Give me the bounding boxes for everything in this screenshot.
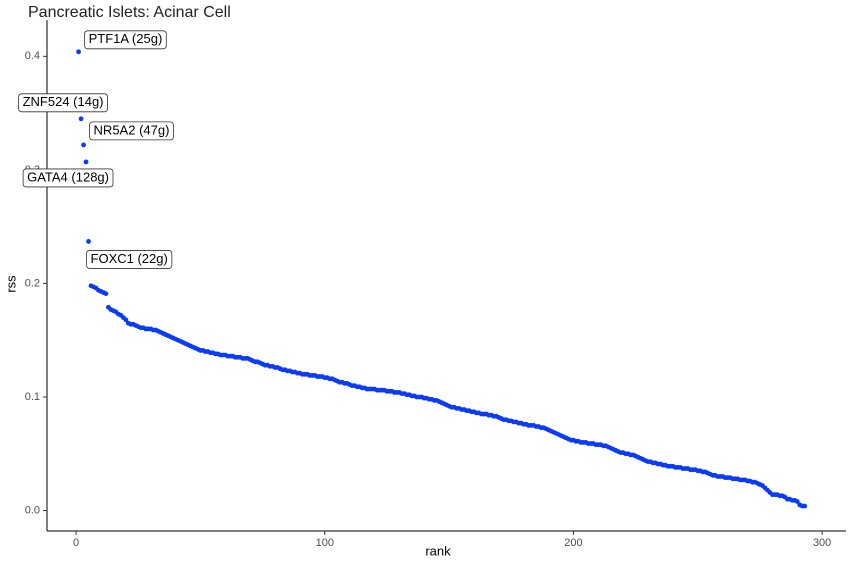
point-label: PTF1A (25g) bbox=[89, 31, 163, 46]
point bbox=[78, 116, 84, 122]
point-label: FOXC1 (22g) bbox=[91, 251, 168, 266]
y-axis-label: rss bbox=[3, 275, 18, 293]
point bbox=[86, 239, 91, 244]
point-label: GATA4 (128g) bbox=[27, 169, 109, 184]
point bbox=[802, 503, 808, 509]
point bbox=[794, 499, 800, 504]
x-tick-label: 0 bbox=[73, 537, 79, 549]
point bbox=[123, 317, 129, 323]
label-box bbox=[86, 250, 173, 269]
label-box bbox=[89, 121, 174, 141]
y-tick-label: 0.2 bbox=[25, 277, 40, 289]
y-tick-label: 0.1 bbox=[25, 391, 40, 403]
x-tick-label: 300 bbox=[813, 537, 831, 549]
label-box bbox=[84, 30, 167, 50]
x-tick-label: 200 bbox=[564, 537, 582, 549]
label-box bbox=[18, 93, 108, 113]
label-box bbox=[22, 168, 114, 188]
point bbox=[76, 49, 81, 55]
point bbox=[103, 291, 109, 297]
y-tick-label: 0.0 bbox=[25, 504, 40, 516]
x-tick-label: 100 bbox=[316, 537, 334, 549]
x-axis-label: rank bbox=[425, 543, 451, 558]
chart-title: Pancreatic Islets: Acinar Cell bbox=[28, 4, 231, 21]
point bbox=[81, 142, 86, 148]
point bbox=[83, 159, 89, 165]
y-tick-label: 0.4 bbox=[25, 50, 40, 62]
point-label: ZNF524 (14g) bbox=[23, 94, 104, 109]
point-label: NR5A2 (47g) bbox=[94, 122, 170, 137]
